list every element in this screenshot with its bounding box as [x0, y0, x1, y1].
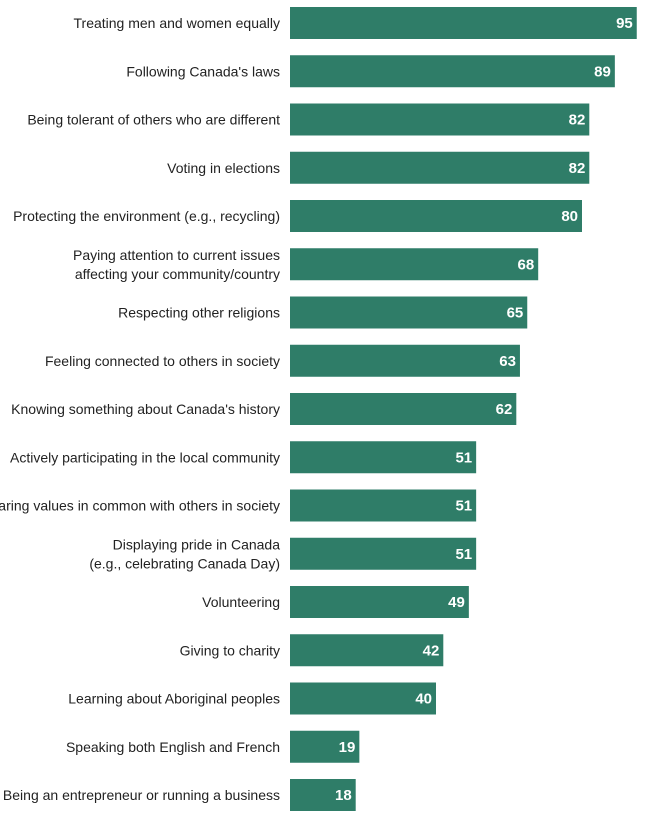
category-label: Speaking both English and French — [66, 739, 280, 755]
bar — [290, 779, 356, 811]
category-label: Following Canada's laws — [126, 63, 280, 79]
bar-row: 40 Learning about Aboriginal peoples — [68, 682, 436, 715]
bar-row: 82 Being tolerant of others who are diffe… — [27, 103, 590, 136]
bar-row: 18 Being an entrepreneur or running a bus… — [3, 779, 356, 811]
bar-row: 49 Volunteering — [202, 586, 469, 618]
bar-value-label: 68 — [518, 256, 535, 273]
bar-value-label: 65 — [507, 305, 524, 322]
bar-value-label: 51 — [455, 546, 472, 563]
bar-row: 65 Respecting other religions — [118, 296, 528, 329]
bar-value-label: 49 — [448, 594, 465, 611]
bar — [290, 248, 539, 281]
bar-row: 89 Following Canada's laws — [126, 55, 615, 88]
bar — [290, 200, 582, 232]
bar — [290, 586, 469, 618]
bar-row: 51 Actively participating in the local co… — [10, 441, 477, 474]
bar-value-label: 51 — [455, 498, 472, 515]
bar-value-label: 19 — [339, 739, 356, 756]
category-label: Respecting other religions — [118, 305, 280, 321]
category-label: Protecting the environment (e.g., recycl… — [13, 208, 280, 224]
category-label: Knowing something about Canada's history — [11, 401, 280, 417]
bar — [290, 7, 637, 39]
bar-value-label: 51 — [455, 449, 472, 466]
category-label: Giving to charity — [180, 642, 280, 658]
bar — [290, 151, 590, 184]
bar-row: 19 Speaking both English and French — [66, 730, 360, 763]
category-label: Treating men and women equally — [74, 15, 281, 31]
bar-value-label: 62 — [496, 401, 513, 418]
category-label: Being an entrepreneur or running a busin… — [3, 787, 280, 803]
bar — [290, 103, 590, 136]
bar-value-label: 95 — [616, 15, 633, 32]
bar-row: 68 Paying attention to current issues affe… — [73, 247, 539, 282]
bar — [290, 55, 615, 88]
bar-row: 63 Feeling connected to others in society — [45, 344, 520, 377]
category-label: affecting your community/country — [75, 266, 280, 282]
category-label: Feeling connected to others in society — [45, 353, 280, 369]
bar — [290, 344, 520, 377]
bar-row: 42 Giving to charity — [180, 634, 444, 667]
bar — [290, 296, 528, 329]
category-label: (e.g., celebrating Canada Day) — [89, 555, 280, 571]
bar-value-label: 18 — [335, 787, 352, 804]
category-label: Displaying pride in Canada — [113, 536, 281, 552]
bar-row: 51 Sharing values in common with others i… — [0, 489, 477, 522]
category-label: Voting in elections — [167, 160, 280, 176]
bar — [290, 634, 444, 667]
bar — [290, 441, 477, 474]
bar-row: 51 Displaying pride in Canada (e.g., celeb… — [89, 536, 477, 571]
category-label: Learning about Aboriginal peoples — [68, 691, 280, 707]
bar — [290, 682, 436, 715]
category-label: Actively participating in the local comm… — [10, 449, 280, 465]
bar-value-label: 82 — [569, 112, 586, 129]
bar — [290, 537, 477, 570]
bar-row: 80 Protecting the environment (e.g., recy… — [13, 200, 582, 232]
bar-row: 95 Treating men and women equally — [74, 7, 637, 39]
category-label: Sharing values in common with others in … — [0, 498, 280, 514]
bar-row: 82 Voting in elections — [167, 151, 590, 184]
bar-row: 62 Knowing something about Canada's histo… — [11, 393, 517, 425]
bar — [290, 393, 517, 425]
bar-value-label: 80 — [561, 208, 578, 225]
bar-value-label: 40 — [415, 691, 432, 708]
bar-value-label: 82 — [569, 160, 586, 177]
bar — [290, 489, 477, 522]
bar-value-label: 89 — [594, 63, 611, 80]
bar — [290, 730, 360, 763]
bar-value-label: 42 — [423, 642, 440, 659]
bar-value-label: 63 — [499, 353, 516, 370]
category-label: Volunteering — [202, 594, 280, 610]
category-label: Paying attention to current issues — [73, 247, 280, 263]
category-label: Being tolerant of others who are differe… — [27, 112, 280, 128]
